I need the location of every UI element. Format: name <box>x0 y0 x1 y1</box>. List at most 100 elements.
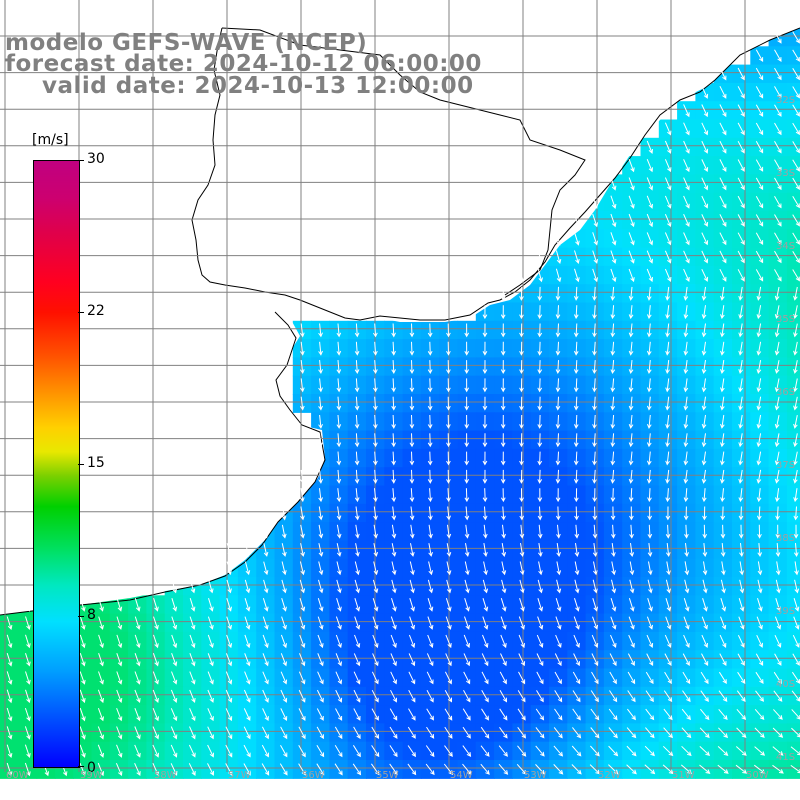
wind-arrow <box>793 543 799 558</box>
wind-arrow <box>25 634 31 649</box>
wind-arrow <box>262 634 269 649</box>
wind-arrow <box>189 634 196 649</box>
wind-arrow <box>775 524 781 539</box>
wind-arrow <box>794 579 800 594</box>
wind-cell <box>786 101 800 121</box>
wind-arrow <box>79 726 86 740</box>
wind-arrow <box>792 634 800 648</box>
wind-arrow <box>6 762 13 777</box>
wind-arrow <box>592 396 597 411</box>
wind-arrow <box>152 689 159 703</box>
wind-arrow <box>773 690 783 702</box>
wind-arrow <box>335 653 342 667</box>
coastline-river <box>221 27 586 296</box>
wind-arrow <box>299 469 305 484</box>
wind-arrow <box>720 286 725 301</box>
wind-arrow <box>662 745 674 757</box>
wind-arrow <box>555 286 561 301</box>
wind-arrow <box>354 341 360 356</box>
wind-arrow <box>244 598 251 612</box>
wind-arrow <box>573 378 579 393</box>
wind-arrow <box>719 250 727 264</box>
wind-arrow <box>774 86 782 99</box>
wind-arrow <box>792 250 800 264</box>
wind-arrow <box>372 378 378 393</box>
wind-arrow <box>116 708 123 722</box>
wind-arrow <box>774 396 780 411</box>
wind-cell <box>786 705 800 724</box>
wind-arrow <box>608 708 618 721</box>
wind-cell <box>786 265 800 285</box>
wind-arrow <box>792 122 800 136</box>
wind-arrow <box>592 232 598 246</box>
wind-arrow <box>353 671 361 685</box>
wind-arrow <box>573 653 580 667</box>
wind-arrow <box>116 744 123 758</box>
wind-arrow <box>318 579 324 594</box>
wind-arrow <box>754 746 766 756</box>
wind-arrow <box>555 323 561 338</box>
wind-arrow <box>793 451 798 466</box>
wind-arrow <box>244 561 251 576</box>
wind-arrow <box>519 488 524 503</box>
wind-arrow <box>555 634 562 648</box>
wind-arrow <box>79 744 86 758</box>
wind-arrow <box>719 67 727 81</box>
wind-arrow <box>681 745 692 757</box>
wind-arrow <box>736 708 747 720</box>
lon-label: 56W <box>302 770 325 781</box>
wind-arrow <box>702 579 708 594</box>
wind-arrow <box>702 543 708 558</box>
wind-arrow <box>318 451 323 466</box>
wind-arrow <box>684 579 690 594</box>
wind-arrow <box>772 746 784 756</box>
wind-arrow <box>482 451 488 466</box>
wind-arrow <box>189 726 196 740</box>
wind-arrow <box>500 598 507 612</box>
colorbar-label-15: 15 <box>87 455 105 471</box>
wind-arrow <box>79 671 86 685</box>
wind-arrow <box>683 305 689 320</box>
wind-arrow <box>700 708 710 721</box>
wind-arrow <box>665 579 671 594</box>
wind-arrow <box>280 689 288 703</box>
wind-arrow <box>574 561 580 576</box>
wind-arrow <box>610 195 617 209</box>
wind-arrow <box>116 671 123 685</box>
wind-arrow <box>170 726 178 740</box>
wind-arrow <box>719 85 727 99</box>
colorbar-tick <box>78 464 84 465</box>
wind-arrow <box>427 323 433 338</box>
wind-arrow <box>482 488 488 503</box>
wind-arrow <box>280 671 288 685</box>
wind-arrow <box>244 671 251 685</box>
wind-arrow <box>500 286 506 301</box>
wind-arrow <box>646 213 653 228</box>
wind-arrow <box>354 323 360 338</box>
wind-arrow <box>738 286 743 301</box>
wind-arrow <box>574 268 580 283</box>
wind-arrow <box>719 653 727 667</box>
wind-arrow <box>391 488 397 503</box>
wind-arrow <box>373 543 379 557</box>
wind-arrow <box>519 396 524 411</box>
wind-arrow <box>538 543 543 558</box>
wind-arrow <box>537 268 543 283</box>
wind-arrow <box>720 433 725 448</box>
wind-arrow <box>556 543 561 558</box>
wind-arrow <box>719 177 727 191</box>
wind-cell <box>786 430 800 450</box>
wind-arrow <box>646 140 653 154</box>
wind-arrow <box>628 616 635 630</box>
wind-arrow <box>644 764 656 775</box>
wind-arrow <box>354 451 360 466</box>
wind-arrow <box>699 764 711 774</box>
wind-arrow <box>774 141 782 154</box>
wind-arrow <box>480 726 490 739</box>
wind-arrow <box>774 469 780 484</box>
wind-arrow <box>225 744 233 758</box>
wind-arrow <box>664 159 672 173</box>
wind-arrow <box>500 488 506 503</box>
wind-arrow <box>116 634 123 649</box>
wind-arrow <box>98 634 104 649</box>
